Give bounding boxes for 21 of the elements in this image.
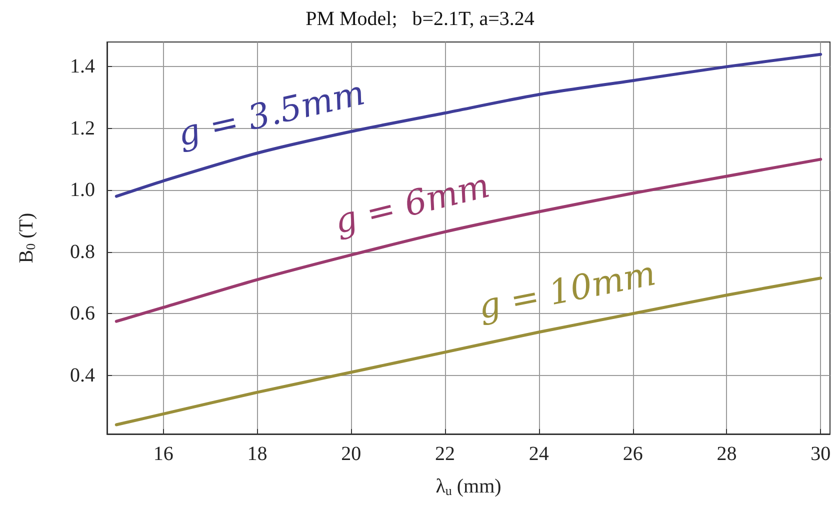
y-tick-label: 1.0 bbox=[70, 179, 95, 202]
y-tick-label: 0.8 bbox=[70, 240, 95, 263]
y-tick-label: 0.4 bbox=[70, 364, 95, 386]
x-tick-label: 28 bbox=[716, 443, 737, 465]
x-tick-label: 18 bbox=[247, 443, 268, 465]
text: g = 6mm bbox=[330, 166, 494, 242]
y-tick-label: 1.2 bbox=[70, 117, 95, 140]
x-tick-label: 16 bbox=[153, 443, 174, 465]
x-tick-label: 30 bbox=[810, 443, 831, 465]
x-tick-label: 24 bbox=[528, 443, 549, 465]
text: g = 10mm bbox=[475, 254, 660, 328]
line-series bbox=[114, 158, 822, 323]
x-axis-title: λu (mm) bbox=[436, 476, 502, 498]
x-tick-label: 22 bbox=[435, 443, 456, 465]
chart-title: PM Model; b=2.1T, a=3.24 bbox=[306, 8, 534, 30]
x-tick-label: 26 bbox=[622, 443, 643, 465]
y-tick-label: 1.4 bbox=[70, 56, 95, 78]
text: g = 3.5mm bbox=[174, 73, 369, 155]
x-tick-label: 20 bbox=[341, 443, 362, 465]
y-axis-title: B0 (T) bbox=[16, 212, 38, 264]
y-tick-label: 0.6 bbox=[70, 302, 95, 325]
